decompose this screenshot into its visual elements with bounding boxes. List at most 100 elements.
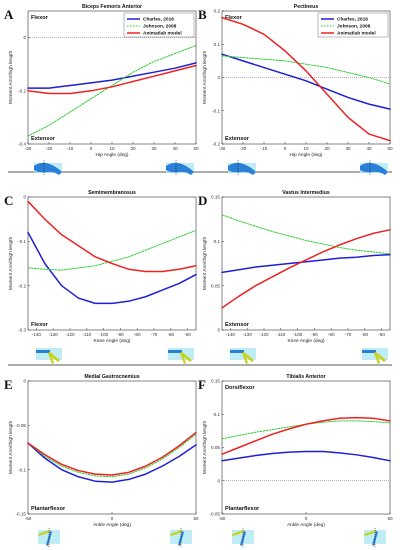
x-tick-label: -100 <box>99 332 109 337</box>
limb-thumbnail-bone <box>242 352 248 364</box>
chart-title: Semimembranosus <box>88 190 136 196</box>
y-tick-label: 0.1 <box>214 412 221 417</box>
series-line-2 <box>27 433 197 478</box>
x-axis-label: Ankle Angle (deg) <box>287 522 325 528</box>
series-line-1 <box>27 442 197 483</box>
limb-thumbnail-bone <box>38 530 51 536</box>
y-tick-label: 0.15 <box>211 195 220 200</box>
series-line-3 <box>27 431 197 476</box>
panel-letter: C <box>4 193 13 208</box>
limb-thumbnail-bone <box>362 350 376 353</box>
x-axis-label: Hip Angle (deg) <box>289 152 322 158</box>
series-line-1 <box>27 231 197 305</box>
y-axis-label: Moment Arm/thigh length <box>8 51 14 105</box>
x-tick-label: 0 <box>111 516 114 521</box>
limb-thumbnail-bone <box>168 350 182 353</box>
x-tick-label: -20 <box>46 146 53 151</box>
x-tick-label: -60 <box>167 332 174 337</box>
y-tick-label: -0.1 <box>18 239 26 244</box>
y-axis-label: Moment Arm/thigh length <box>8 421 14 475</box>
x-tick-label: -110 <box>276 332 285 337</box>
legend-label: Charles, 2016 <box>337 17 368 23</box>
direction-label-bottom: Extensor <box>31 136 56 142</box>
direction-label-bottom: Flexor <box>31 322 49 328</box>
chart-panel-f: F Tibialis Anterior -0.05 0 0.05 0.1 0.15 -50 0 5… <box>198 374 393 548</box>
panel-letter: E <box>4 377 13 392</box>
series-line-2 <box>27 45 197 137</box>
direction-label-bottom: Plantarflexor <box>225 506 260 512</box>
x-tick-label: -140 <box>226 332 236 337</box>
series-line-1 <box>221 253 391 274</box>
y-tick-label: 0 <box>217 478 220 483</box>
y-tick-label: 0 <box>217 328 220 333</box>
limb-thumbnail-bone <box>34 162 62 175</box>
series-line-1 <box>221 53 391 110</box>
x-tick-label: -30 <box>219 146 226 151</box>
limb-thumbnail-bone <box>360 162 388 175</box>
legend-label: Animatlab model <box>143 31 182 37</box>
chart-panel-c: C Semimembranosus -0.3 -0.2 -0.1 0 -140 -130 -12… <box>4 190 197 364</box>
x-tick-label: -110 <box>82 332 91 337</box>
legend-label: Animatlab model <box>337 31 376 37</box>
x-tick-label: -80 <box>134 332 141 337</box>
x-tick-label: -120 <box>259 332 269 337</box>
x-tick-label: -30 <box>25 146 32 151</box>
x-tick-label: -130 <box>49 332 59 337</box>
y-tick-label: 0 <box>23 379 26 384</box>
chart-panel-b: B Pectineus -0.2 -0.1 0 0.1 0.2 -30 -20 -10 0 10 20 3… <box>198 4 393 176</box>
limb-thumbnail-bone <box>170 530 183 536</box>
legend-label: Johnson, 2008 <box>143 24 177 30</box>
x-tick-label: -100 <box>293 332 303 337</box>
x-axis-label: Hip Angle (deg) <box>95 152 128 158</box>
panel-letter: F <box>198 377 206 392</box>
x-tick-label: -50 <box>219 516 226 521</box>
x-tick-label: -80 <box>328 332 335 337</box>
x-tick-label: -130 <box>243 332 253 337</box>
y-tick-label: 0 <box>23 195 26 200</box>
series-line-2 <box>221 214 391 255</box>
panel-letter: A <box>4 7 14 22</box>
y-tick-label: -0.2 <box>212 142 220 147</box>
y-tick-label: -0.4 <box>18 142 26 147</box>
series-line-3 <box>221 16 391 142</box>
x-tick-label: 30 <box>151 146 157 151</box>
x-tick-label: 50 <box>193 516 199 521</box>
x-tick-label: -90 <box>311 332 318 337</box>
series-line-3 <box>221 229 391 309</box>
y-axis-label: Moment Arm/thigh length <box>202 51 208 105</box>
limb-thumbnail-bone <box>242 352 254 362</box>
y-tick-label: 0.15 <box>211 379 220 384</box>
x-tick-label: 40 <box>366 146 372 151</box>
y-tick-label: -0.05 <box>210 512 221 517</box>
x-tick-label: -10 <box>261 146 268 151</box>
y-tick-label: -0.1 <box>18 467 26 472</box>
y-tick-label: 0.1 <box>214 239 221 244</box>
plot-frame <box>221 196 391 331</box>
chart-panel-d: D Vastus Intermedius 0 0.05 0.1 0.15 -140 -130 -… <box>198 190 391 364</box>
x-tick-label: 10 <box>303 146 309 151</box>
x-tick-label: 50 <box>193 146 199 151</box>
x-tick-label: -90 <box>117 332 124 337</box>
y-tick-label: -0.1 <box>212 108 220 113</box>
series-line-1 <box>27 62 197 89</box>
x-tick-label: 50 <box>387 146 393 151</box>
panel-letter: B <box>198 7 207 22</box>
chart-title: Vastus Intermedius <box>282 190 330 196</box>
y-tick-label: -0.05 <box>16 423 27 428</box>
x-tick-label: -120 <box>65 332 75 337</box>
chart-title: Biceps Femoris Anterior <box>82 4 142 10</box>
series-line-3 <box>27 200 197 273</box>
y-tick-label: 0 <box>217 75 220 80</box>
series-line-1 <box>221 450 391 462</box>
x-tick-label: -70 <box>151 332 158 337</box>
x-tick-label: 40 <box>172 146 178 151</box>
limb-thumbnail-bone <box>374 352 380 364</box>
plot-frame <box>221 380 391 515</box>
panel-letter: D <box>198 193 207 208</box>
limb-thumbnail-bone <box>48 352 54 364</box>
x-axis-label: Knee Angle (deg) <box>93 338 130 344</box>
series-line-3 <box>27 64 197 95</box>
direction-label-bottom: Extensor <box>225 322 250 328</box>
x-tick-label: -10 <box>67 146 74 151</box>
